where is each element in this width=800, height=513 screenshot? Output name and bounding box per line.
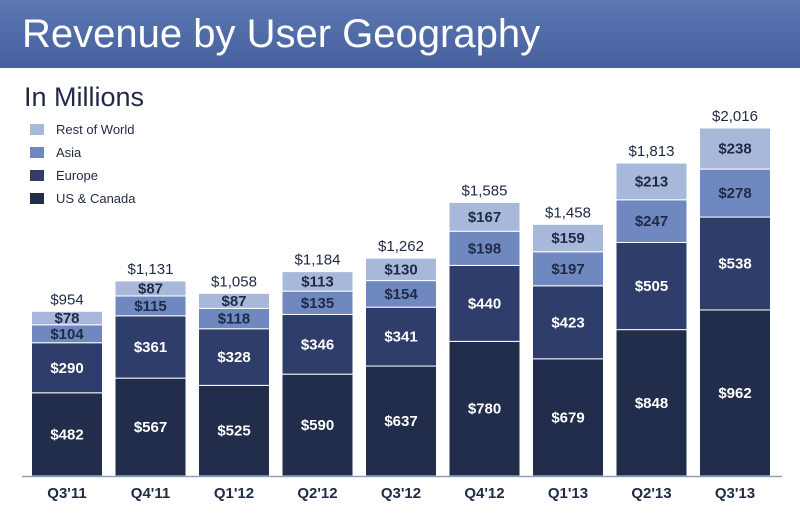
x-tick-label: Q2'13 [631,485,671,502]
page-title: Revenue by User Geography [22,12,541,56]
bar-segment-label: $361 [134,339,167,356]
bar-segment [365,280,437,308]
bar-segment-label: $505 [635,278,668,295]
bar-segment [281,373,354,477]
bar-segment [532,285,604,360]
bar-segment-label: $130 [384,261,417,278]
x-tick-label: Q3'11 [47,485,86,502]
x-tick-label: Q1'12 [214,485,254,502]
bar-segment [281,313,354,375]
bar-segment [532,358,604,477]
bar-segment-label: $87 [221,293,246,310]
legend-label: Asia [56,145,82,160]
header-banner: Revenue by User Geography [0,0,800,68]
bar-segment [198,328,270,386]
bar-segment [615,162,688,201]
bar-segment [365,365,437,477]
bar-segment-label: $780 [468,401,501,418]
bar-total-label: $1,131 [128,261,174,278]
bar-segment-label: $440 [468,295,501,312]
x-tick-label: Q3'12 [381,485,421,502]
bar-total-label: $1,058 [211,273,257,290]
bar-total-label: $1,458 [545,204,591,221]
bar-segment-label: $135 [301,295,334,312]
legend-swatch [30,170,44,181]
bar-segment-label: $78 [54,310,79,327]
bar-segment-label: $538 [718,256,751,273]
bar-segment-label: $247 [635,213,668,230]
bar-segment [699,309,771,477]
bar-segment-label: $159 [551,230,584,247]
bar-segment [699,168,771,218]
bar-segment [114,280,187,297]
bar-segment [615,199,688,243]
bar-segment-label: $346 [301,336,334,353]
bar-segment-label: $637 [384,413,417,430]
bar-segment [31,342,103,394]
bar-segment [699,216,771,311]
bar-segment-label: $590 [301,417,334,434]
legend-swatch [30,193,44,204]
bar-segment [198,292,270,309]
bar-segment [114,377,187,477]
bar-segment-label: $154 [384,286,418,303]
legend-swatch [30,124,44,135]
x-tick-label: Q4'12 [464,485,504,502]
bar-segment [365,257,437,282]
legend-label: Europe [56,168,98,183]
x-tick-label: Q2'12 [297,485,337,502]
bar-total-label: $2,016 [712,108,758,125]
bar-total-label: $1,585 [462,182,508,199]
bar-total-label: $954 [50,291,83,308]
bar-segment [114,315,187,379]
bar-segment [281,271,354,292]
bar-segment-label: $482 [50,426,83,443]
bar-segment-label: $423 [551,314,584,331]
bar-segment-label: $238 [718,141,751,158]
x-tick-label: Q4'11 [131,485,170,502]
bar-segment-label: $525 [217,423,250,440]
bar-segment-label: $278 [718,185,751,202]
bar-segment [365,306,437,367]
bar-segment-label: $848 [635,395,668,412]
bar-segment [31,310,103,326]
bar-segment [448,201,521,232]
x-tick-label: Q3'13 [715,485,755,502]
bar-segment-label: $198 [468,240,501,257]
bar-segment-label: $87 [138,280,163,297]
bar-segment-label: $567 [134,419,167,436]
bar-total-label: $1,813 [629,143,675,160]
bar-segment-label: $197 [551,261,584,278]
bar-segment-label: $104 [50,326,84,343]
bar-segment-label: $679 [551,409,584,426]
bar-segment-label: $113 [301,273,334,290]
bar-segment [31,392,103,477]
legend-label: Rest of World [56,122,135,137]
x-tick-label: Q1'13 [548,485,588,502]
legend-label: US & Canada [56,191,136,206]
bar-total-label: $1,184 [295,252,341,269]
bar-segment [198,384,270,477]
bar-segment-label: $167 [468,209,501,226]
bar-segment [448,230,521,266]
bar-segment-label: $962 [718,385,751,402]
bar-segment-label: $115 [134,298,167,315]
bar-segment [699,127,771,170]
bar-segment [532,223,604,253]
legend-swatch [30,147,44,158]
bar-segment-label: $341 [384,329,417,346]
bar-segment [615,241,688,331]
bar-segment [615,329,688,477]
bar-segment-label: $328 [217,349,250,366]
page-subtitle: In Millions [24,82,145,112]
bar-segment-label: $118 [218,311,251,328]
bar-segment-label: $290 [50,360,83,377]
bar-segment-label: $213 [635,173,668,190]
bar-total-label: $1,262 [378,238,424,255]
